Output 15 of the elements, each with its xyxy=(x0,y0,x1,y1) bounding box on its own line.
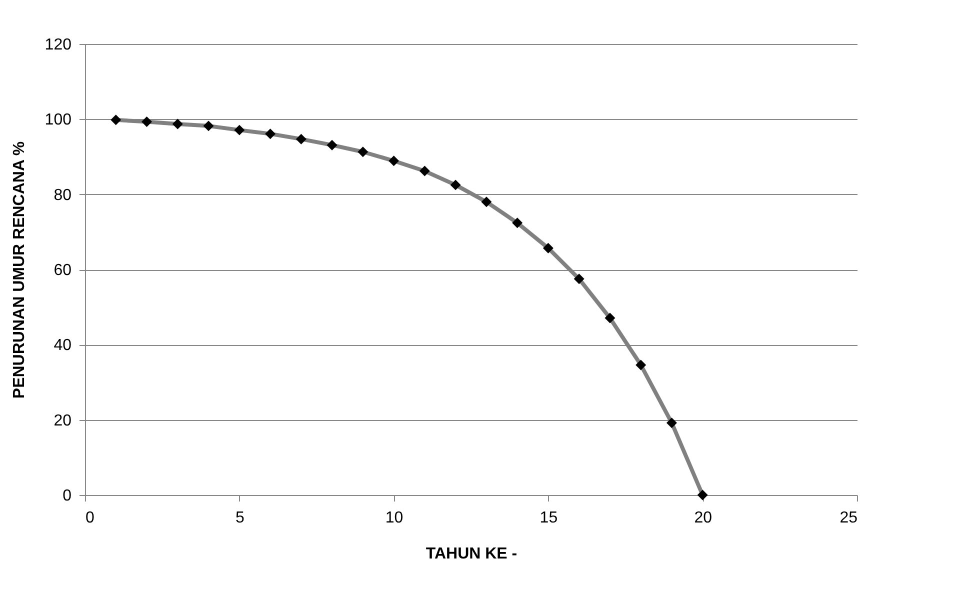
y-tick-label: 120 xyxy=(44,36,72,54)
x-tick-label: 15 xyxy=(540,510,558,526)
x-tick-label: 25 xyxy=(840,510,858,526)
y-tick-label: 80 xyxy=(54,186,72,204)
x-tick-label: 10 xyxy=(385,510,404,526)
y-tick-label: 0 xyxy=(62,488,72,504)
x-axis-title: TAHUN KE - xyxy=(426,546,518,562)
y-tick-label: 60 xyxy=(54,262,72,279)
x-tick-label: 5 xyxy=(235,510,244,526)
y-tick-label: 20 xyxy=(54,412,72,430)
y-tick-label: 40 xyxy=(54,337,72,354)
y-axis-title: PENURUNAN UMUR RENCANA % xyxy=(10,141,28,399)
y-tick-label: 100 xyxy=(44,112,72,129)
x-tick-label: 20 xyxy=(694,510,712,526)
x-tick-label: 0 xyxy=(86,510,94,526)
